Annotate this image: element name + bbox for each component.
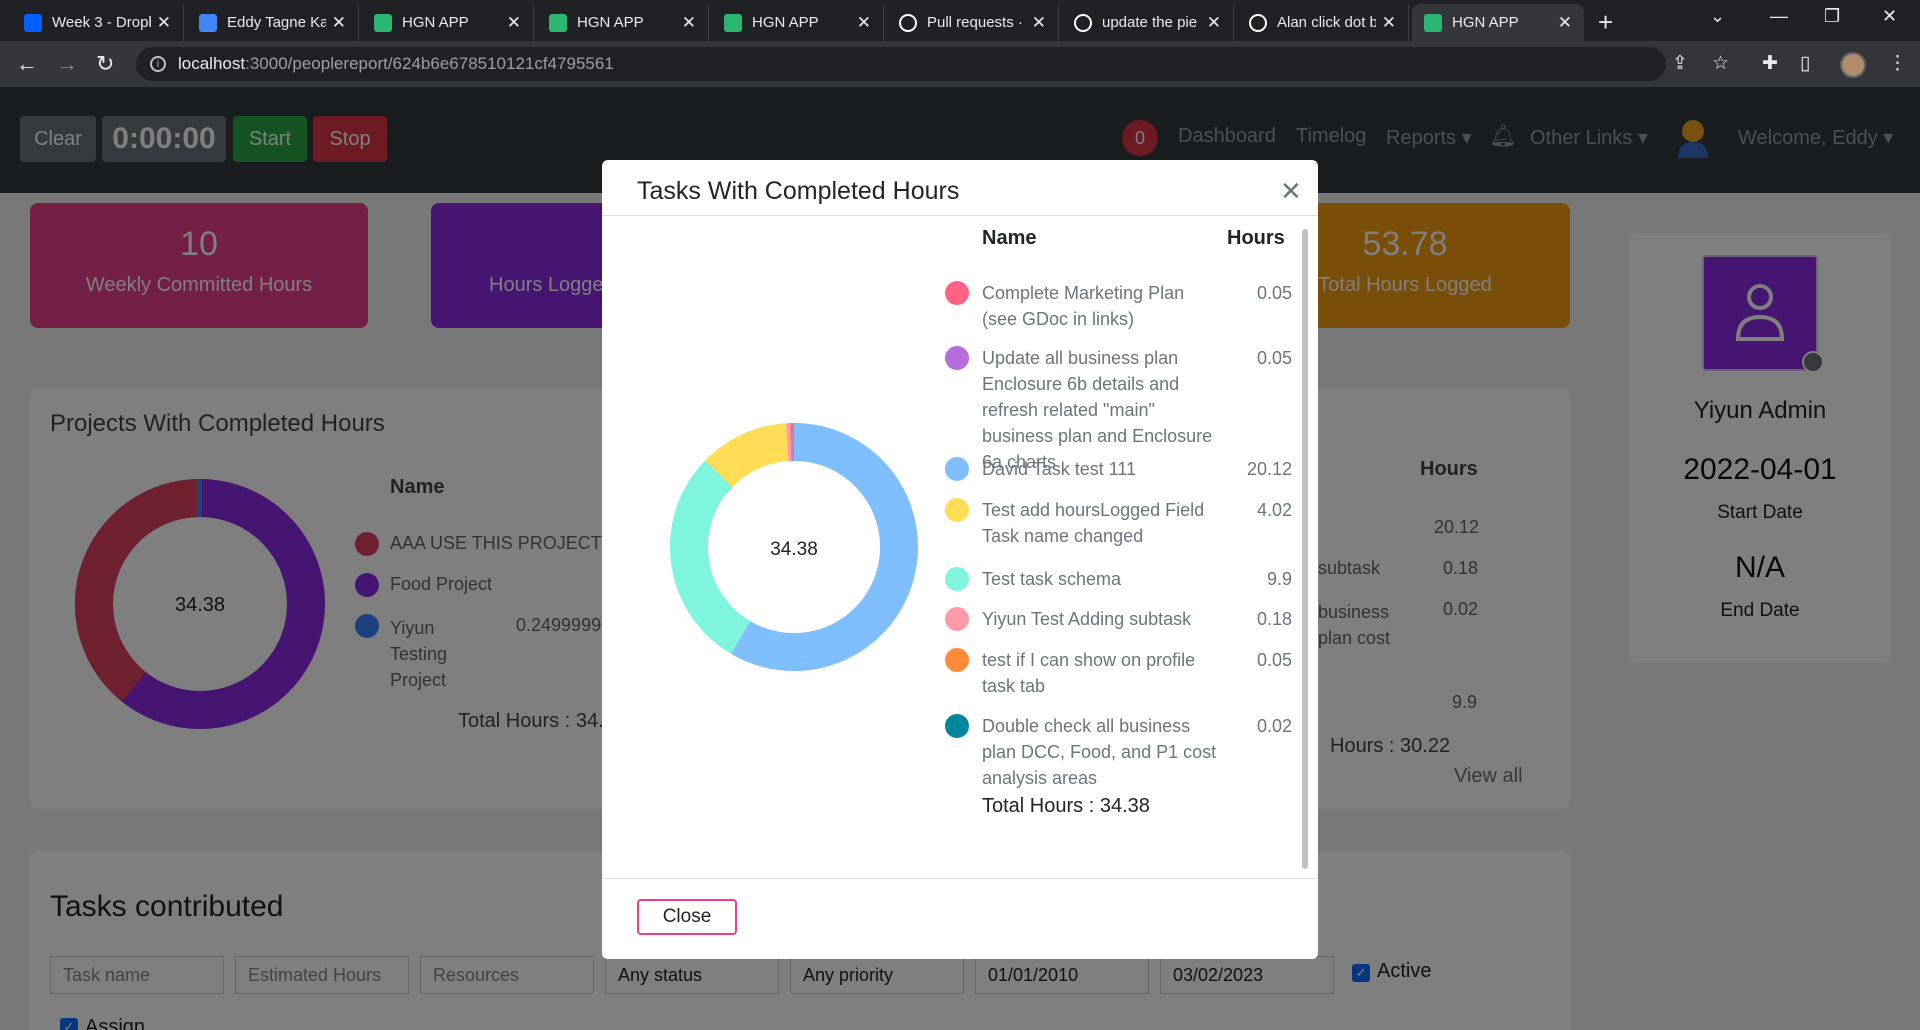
reload-icon[interactable]: ↻ bbox=[96, 51, 115, 76]
browser-tab[interactable]: Week 3 - Dropbox ✕ bbox=[12, 4, 184, 41]
minimize-icon[interactable]: — bbox=[1770, 6, 1788, 26]
share-icon[interactable]: ⇪ bbox=[1672, 53, 1688, 74]
task-name: Yiyun Test Adding subtask bbox=[982, 609, 1192, 629]
browser-tab-title: update the pie chart bbox=[1102, 14, 1201, 31]
bookmark-star-icon[interactable]: ☆ bbox=[1712, 53, 1730, 74]
browser-tab[interactable]: HGN APP ✕ bbox=[537, 4, 709, 41]
modal-total-hours: Total Hours : 34.38 bbox=[982, 795, 1150, 817]
dropbox-icon bbox=[24, 13, 42, 32]
hgn-icon bbox=[1424, 13, 1442, 32]
browser-tab[interactable]: Alan click dot bug ✕ bbox=[1237, 4, 1409, 41]
browser-tab-title: HGN APP bbox=[752, 14, 819, 31]
task-name: Complete Marketing Plan (see GDoc in lin… bbox=[982, 283, 1185, 329]
url-path: :3000/peoplereport/624b6e678510121cf4795… bbox=[245, 54, 614, 73]
browser-tab[interactable]: HGN APP ✕ bbox=[1412, 4, 1584, 41]
modal-name-header: Name bbox=[982, 227, 1037, 249]
task-name: David Task test 111 bbox=[982, 459, 1137, 479]
donut-hole bbox=[708, 461, 880, 633]
url-host: localhost bbox=[178, 54, 246, 73]
browser-tab-title: HGN APP bbox=[577, 14, 644, 31]
browser-tab[interactable]: Eddy Tagne Kamdem ✕ bbox=[187, 4, 359, 41]
task-hours: 4.02 bbox=[1256, 500, 1292, 520]
close-tab-icon[interactable]: ✕ bbox=[681, 12, 696, 32]
browser-tab-title: Eddy Tagne Kamdem bbox=[227, 14, 326, 31]
browser-tab[interactable]: HGN APP ✕ bbox=[362, 4, 534, 41]
github-icon bbox=[899, 13, 917, 32]
hgn-icon bbox=[374, 13, 392, 32]
browser-menu-icon[interactable]: ⋮ bbox=[1888, 53, 1907, 74]
close-tab-icon[interactable]: ✕ bbox=[331, 12, 346, 32]
hgn-icon bbox=[549, 13, 567, 32]
task-hours: 20.12 bbox=[1246, 459, 1292, 479]
legend-dot[interactable] bbox=[945, 457, 969, 481]
modal-title: Tasks With Completed Hours bbox=[637, 177, 960, 205]
close-tab-icon[interactable]: ✕ bbox=[1206, 12, 1221, 32]
site-info-icon[interactable]: i bbox=[150, 56, 166, 72]
task-hours: 0.05 bbox=[1256, 348, 1292, 368]
browser-tab-title: Week 3 - Dropbox bbox=[52, 14, 151, 31]
task-name: test if I can show on profile task tab bbox=[982, 650, 1196, 696]
close-button[interactable]: Close bbox=[637, 899, 737, 935]
task-hours: 0.05 bbox=[1256, 650, 1292, 670]
task-name: Double check all business plan DCC, Food… bbox=[982, 716, 1217, 788]
task-name: Test add hoursLogged Field Task name cha… bbox=[982, 500, 1205, 546]
modal-header: Tasks With Completed Hours ✕ bbox=[602, 160, 1318, 216]
legend-dot[interactable] bbox=[945, 648, 969, 672]
task-name: Test task schema bbox=[982, 569, 1122, 589]
tab-search-icon[interactable]: ⌄ bbox=[1710, 6, 1726, 26]
close-window-icon[interactable]: ✕ bbox=[1882, 6, 1898, 26]
modal-body: 34.38 Name Hours Complete Marketing Plan… bbox=[602, 217, 1318, 877]
task-hours: 9.9 bbox=[1266, 569, 1292, 589]
task-hours: 0.18 bbox=[1256, 609, 1292, 629]
browser-tab[interactable]: update the pie chart ✕ bbox=[1062, 4, 1234, 41]
browser-tab-title: Pull requests · One bbox=[927, 14, 1026, 31]
browser-tab-title: Alan click dot bug bbox=[1277, 14, 1376, 31]
restore-icon[interactable]: ❐ bbox=[1824, 6, 1841, 26]
legend-dot[interactable] bbox=[945, 567, 969, 591]
browser-address-bar: ← → ↻ i localhost:3000/peoplereport/624b… bbox=[0, 41, 1920, 87]
side-panel-icon[interactable]: ▯ bbox=[1800, 53, 1811, 74]
close-tab-icon[interactable]: ✕ bbox=[156, 12, 171, 32]
browser-tab-title: HGN APP bbox=[1452, 14, 1519, 31]
close-tab-icon[interactable]: ✕ bbox=[506, 12, 521, 32]
modal-scrollbar[interactable] bbox=[1302, 229, 1308, 869]
legend-dot[interactable] bbox=[945, 607, 969, 631]
close-tab-icon[interactable]: ✕ bbox=[856, 12, 871, 32]
browser-profile-avatar[interactable] bbox=[1840, 52, 1866, 78]
close-tab-icon[interactable]: ✕ bbox=[1557, 12, 1572, 32]
legend-dot[interactable] bbox=[945, 346, 969, 370]
hgn-icon bbox=[724, 13, 742, 32]
github-icon bbox=[1249, 13, 1267, 32]
tasks-donut-chart: 34.38 bbox=[670, 422, 918, 671]
browser-tab[interactable]: Pull requests · One ✕ bbox=[887, 4, 1059, 41]
donut-slice[interactable] bbox=[730, 423, 918, 671]
legend-dot[interactable] bbox=[945, 714, 969, 738]
close-tab-icon[interactable]: ✕ bbox=[1031, 12, 1046, 32]
browser-tab-title: HGN APP bbox=[402, 14, 469, 31]
task-name: Update all business plan Enclosure 6b de… bbox=[982, 348, 1213, 472]
donut-slice[interactable] bbox=[670, 460, 751, 654]
docs-icon bbox=[199, 13, 217, 32]
task-hours: 0.05 bbox=[1256, 283, 1292, 303]
donut-slice[interactable] bbox=[705, 423, 790, 488]
url-field[interactable]: i localhost:3000/peoplereport/624b6e6785… bbox=[136, 47, 1666, 81]
modal-footer: Close bbox=[602, 878, 1318, 959]
extensions-icon[interactable]: ✚ bbox=[1762, 53, 1778, 74]
browser-tab[interactable]: HGN APP ✕ bbox=[712, 4, 884, 41]
browser-tab-bar: Week 3 - Dropbox✕Eddy Tagne Kamdem✕HGN A… bbox=[0, 0, 1920, 41]
legend-dot[interactable] bbox=[945, 281, 969, 305]
legend-dot[interactable] bbox=[945, 498, 969, 522]
modal-hours-header: Hours bbox=[1227, 227, 1285, 249]
back-icon[interactable]: ← bbox=[16, 51, 38, 76]
forward-icon[interactable]: → bbox=[56, 51, 78, 76]
task-hours: 0.02 bbox=[1256, 716, 1292, 736]
close-icon[interactable]: ✕ bbox=[1280, 176, 1302, 206]
donut-center-value: 34.38 bbox=[770, 539, 818, 560]
close-tab-icon[interactable]: ✕ bbox=[1381, 12, 1396, 32]
github-icon bbox=[1074, 13, 1092, 32]
new-tab-button[interactable]: + bbox=[1598, 7, 1614, 37]
tasks-hours-modal: Tasks With Completed Hours ✕ 34.38 Name … bbox=[602, 160, 1318, 959]
